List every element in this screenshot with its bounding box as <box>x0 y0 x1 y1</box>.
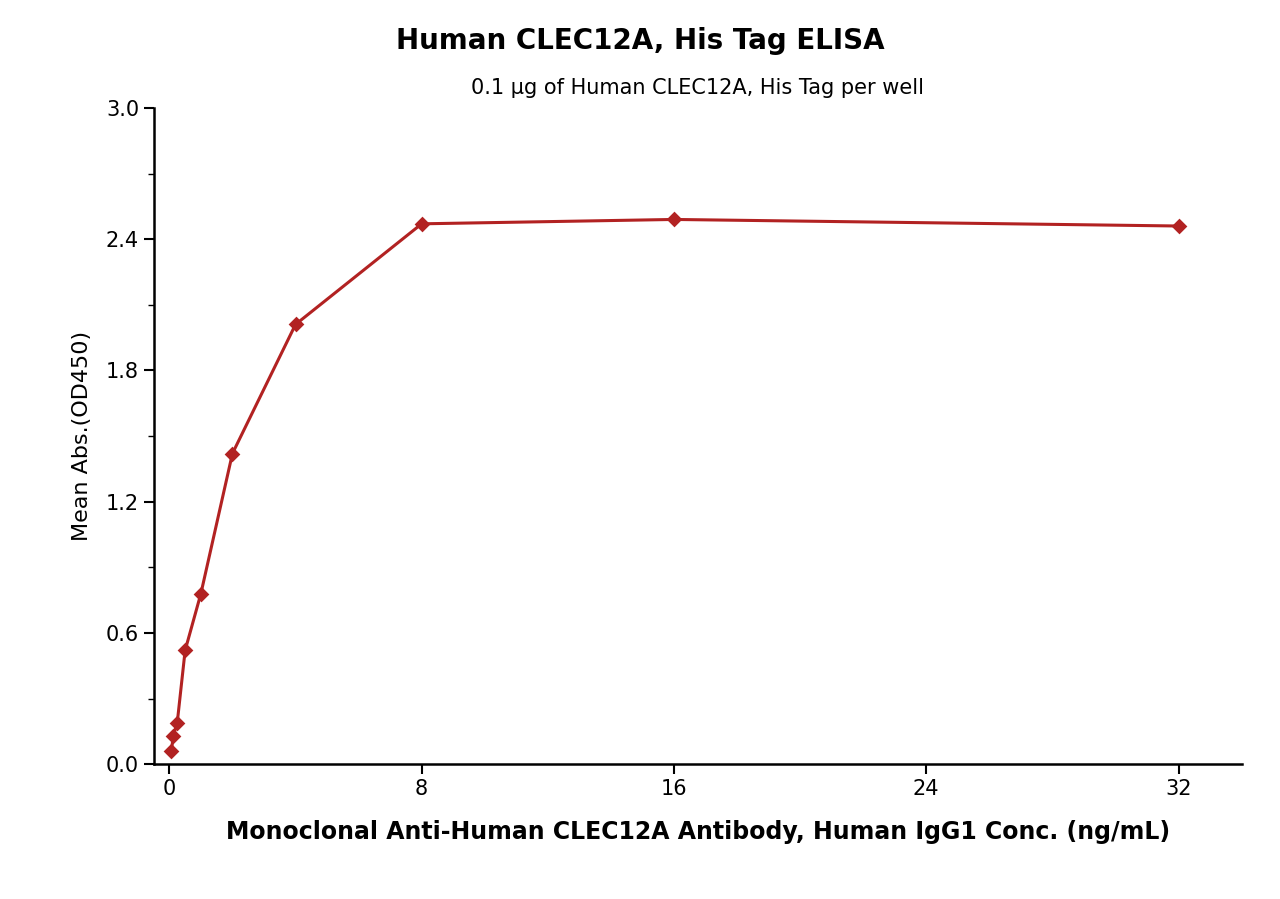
Text: Human CLEC12A, His Tag ELISA: Human CLEC12A, His Tag ELISA <box>396 27 884 55</box>
Point <box>161 743 182 758</box>
Point <box>191 586 211 601</box>
Point <box>223 446 243 460</box>
Point <box>166 716 187 730</box>
Title: 0.1 μg of Human CLEC12A, His Tag per well: 0.1 μg of Human CLEC12A, His Tag per wel… <box>471 78 924 98</box>
Point <box>285 317 306 332</box>
X-axis label: Monoclonal Anti-Human CLEC12A Antibody, Human IgG1 Conc. (ng/mL): Monoclonal Anti-Human CLEC12A Antibody, … <box>225 820 1170 843</box>
Point <box>664 212 685 227</box>
Point <box>411 217 431 231</box>
Point <box>163 728 183 743</box>
Y-axis label: Mean Abs.(OD450): Mean Abs.(OD450) <box>72 331 92 541</box>
Point <box>1169 218 1189 233</box>
Point <box>175 643 196 657</box>
